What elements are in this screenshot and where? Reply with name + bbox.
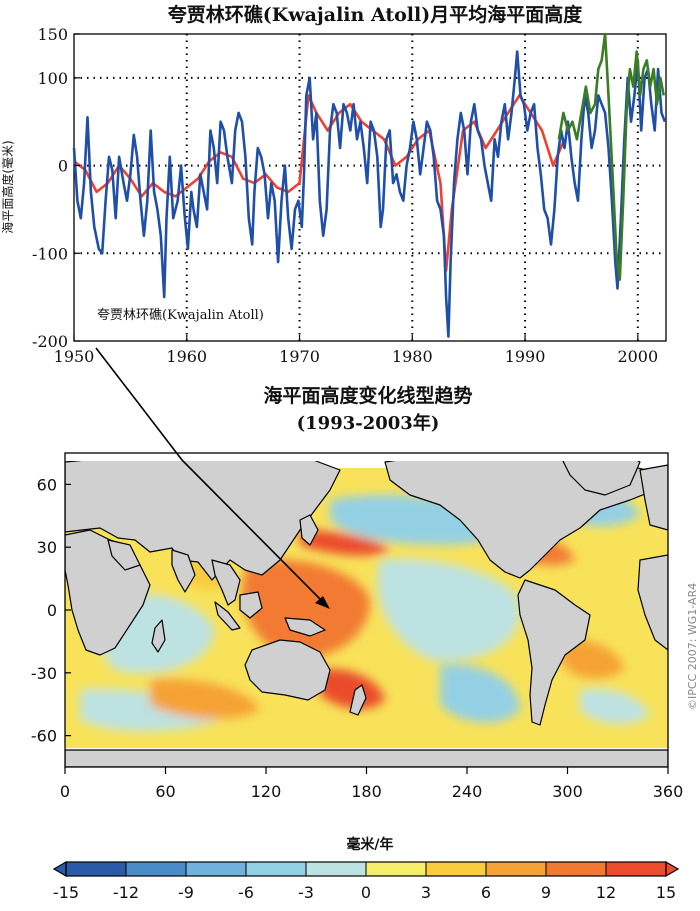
timeseries-chart: -200 -100 0 100 150 1950 1960 1970 1980 1990 2000… xyxy=(0,25,667,366)
trend-west-pacific-high xyxy=(242,559,370,660)
timeseries-lines xyxy=(72,32,667,338)
colorbar-segment xyxy=(606,862,667,876)
land-india xyxy=(171,549,196,593)
colorbar-tick-label: -6 xyxy=(238,883,254,902)
land-south-america xyxy=(517,579,591,726)
colorbar-tick-label: 3 xyxy=(421,883,431,902)
land-new-zealand xyxy=(349,684,367,716)
map-ytick-label: 60 xyxy=(37,475,57,494)
arrow-line-lower xyxy=(181,459,324,603)
land-sumatra xyxy=(214,601,241,631)
trend-south-pacific-low xyxy=(440,664,520,723)
land-arabia xyxy=(107,539,141,571)
colorbar-segment xyxy=(186,862,247,876)
colorbar-segment xyxy=(426,862,487,876)
land xyxy=(65,453,668,767)
map-xtick-label: 60 xyxy=(155,782,175,801)
series-line-green xyxy=(557,32,665,281)
colorbar-segment xyxy=(546,862,607,876)
timeseries-x-ticks: 1950 1960 1970 1980 1990 2000 xyxy=(54,335,658,366)
colorbar-segment xyxy=(246,862,307,876)
trend-south-indian-high xyxy=(150,679,260,720)
trend-southern-ocean-low xyxy=(80,689,220,732)
map-title-line1: 海平面高度变化线型趋势 xyxy=(263,384,472,407)
land-se-asia xyxy=(211,559,241,606)
map-y-ticks: 60 30 0 -30 -60 xyxy=(31,475,71,746)
credit-text: ©IPCC 2007: WG1-AR4 xyxy=(686,583,699,710)
colorbar-segment xyxy=(126,862,187,876)
map-xtick-label: 120 xyxy=(251,782,282,801)
map-xtick-label: 180 xyxy=(351,782,382,801)
map-ytick-label: -30 xyxy=(31,664,57,683)
colorbar-segment xyxy=(306,862,367,876)
land-new-guinea xyxy=(284,617,326,637)
trend-tasman-high xyxy=(320,669,385,710)
timeseries-inner-label: 夸贾林环礁(Kwajalin Atoll) xyxy=(97,307,264,323)
colorbar-tick-label: -9 xyxy=(178,883,194,902)
land-eurasia xyxy=(65,453,341,581)
map-x-ticks: 0 60 120 180 240 300 360 xyxy=(60,767,683,801)
colorbar-tick-label: -15 xyxy=(53,883,79,902)
timeseries-y-label: 海平面高度(毫米) xyxy=(0,140,15,233)
map-xtick-label: 240 xyxy=(452,782,483,801)
land-africa-east-right xyxy=(637,554,668,651)
colorbar-label: 毫米/年 xyxy=(346,836,393,853)
ytick-label: 0 xyxy=(58,157,68,176)
colorbar-arrow-left xyxy=(52,860,67,878)
colorbar-tick-label: 9 xyxy=(541,883,551,902)
timeseries-grid xyxy=(74,34,666,341)
colorbar-tick-label: 6 xyxy=(481,883,491,902)
timeseries-title: 夸贾林环礁(Kwajalin Atoll)月平均海平面高度 xyxy=(168,3,584,26)
series-line-blue xyxy=(72,50,667,338)
colorbar-tick-label: 0 xyxy=(361,883,371,902)
land-antarctica xyxy=(65,749,668,767)
map-xtick-label: 360 xyxy=(653,782,684,801)
sea-level-trend-map xyxy=(65,453,668,767)
ytick-label: 150 xyxy=(37,25,68,44)
trend-kuroshio-high xyxy=(300,530,390,556)
map-xtick-label: 300 xyxy=(552,782,583,801)
xtick-label: 1990 xyxy=(505,347,546,366)
colorbar-tick-label: 15 xyxy=(656,883,676,902)
colorbar-segment xyxy=(486,862,547,876)
location-arrow xyxy=(95,347,330,609)
land-japan xyxy=(299,514,319,546)
xtick-label: 2000 xyxy=(617,347,658,366)
land-australia xyxy=(244,639,331,701)
land-madagascar xyxy=(151,619,166,653)
ytick-label: 100 xyxy=(37,69,68,88)
map-title-line2: (1993-2003年) xyxy=(297,412,440,434)
xtick-label: 1950 xyxy=(54,347,95,366)
colorbar: -15 -12 -9 -6 -3 0 3 6 9 12 15 xyxy=(52,860,680,902)
land-borneo xyxy=(239,591,263,619)
colorbar-tick-label: -12 xyxy=(113,883,139,902)
ytick-label: -100 xyxy=(32,244,68,263)
map-top-white xyxy=(65,453,668,461)
map-ytick-label: 30 xyxy=(37,538,57,557)
map-ytick-label: -60 xyxy=(31,727,57,746)
colorbar-segment xyxy=(66,862,127,876)
arrow-line-upper xyxy=(95,347,183,461)
arrow-head xyxy=(315,596,330,609)
map-ytick-label: 0 xyxy=(47,601,57,620)
ytick-label: -200 xyxy=(32,332,68,351)
land-europe-right xyxy=(639,464,668,531)
colorbar-tick-label: -3 xyxy=(298,883,314,902)
timeseries-y-ticks: -200 -100 0 100 150 xyxy=(32,25,80,351)
trend-south-atlantic-high xyxy=(560,639,625,679)
trend-east-pacific-low xyxy=(377,559,521,661)
xtick-label: 1970 xyxy=(279,347,320,366)
colorbar-arrow-right xyxy=(665,860,680,878)
colorbar-tick-label: 12 xyxy=(596,883,616,902)
map-xtick-label: 0 xyxy=(60,782,70,801)
xtick-label: 1980 xyxy=(392,347,433,366)
trend-south-atlantic-low xyxy=(580,688,650,725)
colorbar-segment xyxy=(366,862,427,876)
xtick-label: 1960 xyxy=(166,347,207,366)
